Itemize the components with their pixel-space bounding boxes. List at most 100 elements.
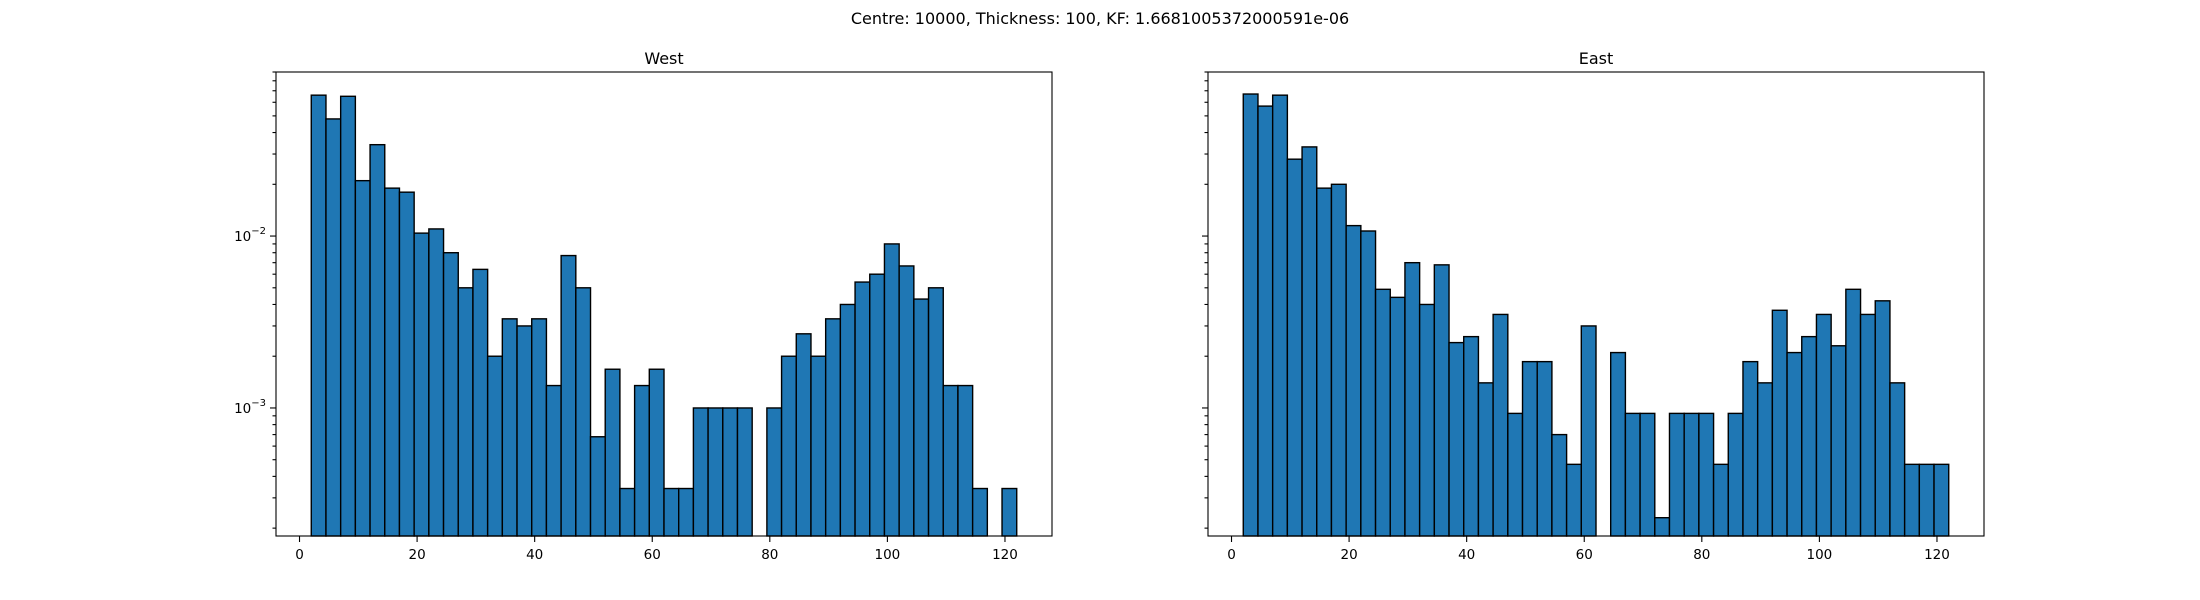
east-bar-8	[1360, 230, 1377, 537]
east-bar-21	[1551, 433, 1568, 537]
west-bar-0	[310, 94, 327, 537]
east-xtick-label-100: 100	[1807, 547, 1833, 563]
west-bar-14	[516, 325, 533, 537]
west-axes: 0 20 40 60 80 100 120 10−2 10−3	[234, 71, 1053, 563]
west-bar-2	[339, 95, 357, 537]
east-bar-30	[1683, 412, 1700, 537]
west-bar-8	[428, 228, 445, 537]
east-bar-36	[1771, 309, 1788, 537]
east-bar-33	[1727, 412, 1744, 537]
west-bar-16	[545, 384, 562, 537]
west-xtick-label-0: 0	[295, 547, 304, 563]
west-bar-15	[531, 318, 548, 537]
east-bar-14	[1448, 341, 1465, 537]
east-bar-37	[1786, 351, 1803, 537]
east-bar-34	[1742, 360, 1759, 537]
west-bar-9	[442, 252, 459, 537]
west-panel-title: West	[644, 49, 683, 68]
east-bar-9	[1374, 288, 1391, 537]
west-bar-25	[678, 487, 695, 537]
west-xtick-label-60: 60	[644, 547, 661, 563]
east-bar-0	[1242, 93, 1259, 537]
west-xtick-label-120: 120	[992, 547, 1018, 563]
east-bar-32	[1712, 463, 1729, 537]
east-bar-19	[1521, 360, 1538, 537]
east-bar-20	[1536, 360, 1553, 537]
west-histogram-panel: West 0 20 40 60 80 100 120 10−2 10−3	[234, 49, 1053, 563]
west-bar-45	[971, 487, 989, 537]
east-bar-44	[1889, 382, 1906, 537]
west-bar-32	[780, 355, 797, 537]
west-bar-36	[839, 303, 856, 537]
west-bar-41	[913, 298, 930, 537]
west-bar-23	[648, 368, 665, 537]
west-bar-3	[354, 179, 371, 537]
east-bars	[1242, 93, 1950, 537]
east-bar-35	[1756, 382, 1774, 537]
west-bar-35	[824, 318, 842, 537]
west-bar-37	[854, 281, 871, 537]
east-bar-27	[1639, 412, 1656, 537]
west-bar-28	[722, 407, 739, 537]
west-bar-40	[898, 265, 915, 537]
east-bar-39	[1815, 313, 1832, 537]
west-bar-22	[633, 384, 651, 537]
east-bar-45	[1903, 463, 1921, 537]
west-bar-4	[369, 143, 386, 537]
east-bar-43	[1874, 300, 1891, 537]
west-bar-17	[560, 254, 577, 537]
west-bar-34	[810, 355, 827, 537]
west-bar-33	[795, 333, 812, 537]
west-bar-42	[927, 287, 944, 537]
east-histogram-panel: East 0 20 40 60 80 100 120	[1202, 49, 1985, 563]
west-bar-12	[486, 355, 504, 537]
east-panel-title: East	[1579, 49, 1614, 68]
west-bar-24	[663, 487, 680, 537]
west-xtick-label-20: 20	[408, 547, 425, 563]
east-axes: 0 20 40 60 80 100 120	[1202, 71, 1985, 563]
east-xtick-label-60: 60	[1576, 547, 1593, 563]
figure-suptitle: Centre: 10000, Thickness: 100, KF: 1.668…	[851, 9, 1349, 28]
west-bar-1	[325, 118, 342, 537]
east-bar-13	[1433, 264, 1450, 537]
west-bar-11	[472, 268, 489, 537]
east-bar-38	[1801, 335, 1818, 537]
west-bar-44	[957, 384, 974, 537]
west-bar-27	[707, 407, 724, 537]
west-bar-43	[942, 384, 959, 537]
east-bar-40	[1830, 345, 1847, 537]
east-bar-47	[1933, 463, 1950, 537]
east-bar-25	[1609, 351, 1627, 537]
east-bar-1	[1257, 105, 1274, 537]
east-bar-11	[1404, 261, 1421, 537]
west-bar-47	[1001, 487, 1018, 537]
east-xtick-label-120: 120	[1924, 547, 1950, 563]
west-bar-5	[384, 187, 401, 537]
west-bar-20	[604, 368, 621, 537]
west-bar-19	[589, 436, 606, 537]
east-bar-29	[1668, 412, 1685, 537]
east-bar-15	[1463, 335, 1480, 537]
east-bar-18	[1507, 412, 1524, 537]
east-bar-16	[1477, 382, 1494, 537]
east-bar-4	[1301, 146, 1318, 537]
west-bar-6	[398, 191, 415, 537]
west-bar-18	[575, 287, 592, 537]
west-bar-29	[736, 407, 753, 537]
west-bar-31	[766, 407, 783, 537]
west-bar-38	[869, 273, 886, 537]
east-bar-3	[1286, 158, 1303, 537]
east-bar-2	[1271, 94, 1289, 537]
west-bar-13	[501, 318, 518, 537]
east-bar-28	[1654, 517, 1671, 537]
east-bar-17	[1492, 313, 1509, 537]
east-bar-10	[1389, 296, 1406, 537]
east-xtick-label-80: 80	[1693, 547, 1710, 563]
east-xtick-label-20: 20	[1340, 547, 1357, 563]
east-bar-31	[1698, 412, 1715, 537]
east-bar-5	[1316, 187, 1333, 537]
west-bar-21	[619, 487, 636, 537]
east-bar-7	[1345, 224, 1362, 537]
east-bar-22	[1565, 463, 1583, 537]
west-ytick-label-0: 10−2	[234, 226, 266, 245]
